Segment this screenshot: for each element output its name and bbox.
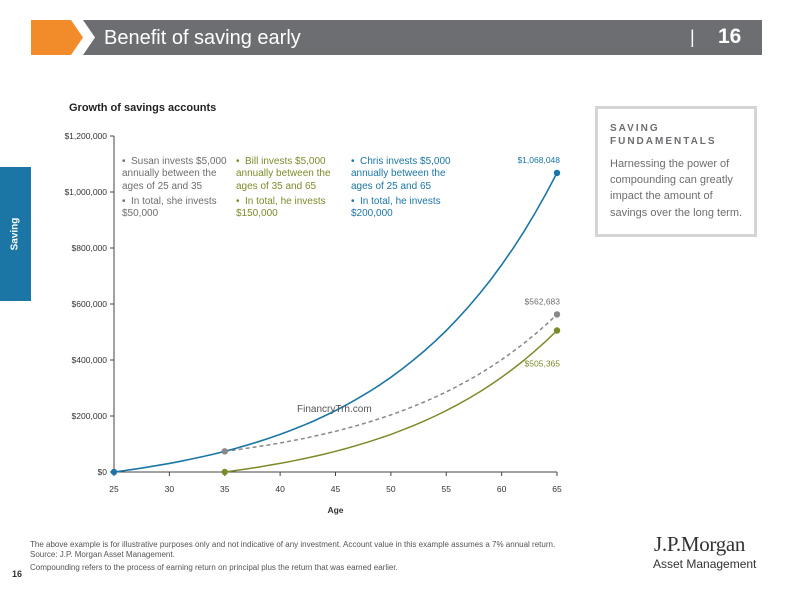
page-title: Benefit of saving early: [104, 27, 301, 49]
header-accent: [31, 20, 83, 55]
data-label-susan: $562,683: [525, 296, 561, 306]
jpmorgan-logo: J.P.Morgan: [654, 532, 746, 556]
note-susan: • Susan invests $5,000 annually between t…: [122, 156, 227, 220]
note-chris-line2: In total, he invests $200,000: [351, 195, 441, 220]
note-bill-line1: Bill invests $5,000 annually between the…: [236, 156, 331, 192]
y-tick-label: $0: [98, 467, 108, 477]
saving-fundamentals-box: SAVING FUNDAMENTALS Harnessing the power…: [595, 106, 757, 237]
chart-title: Growth of savings accounts: [69, 102, 217, 114]
series-point-susan-mid: [221, 448, 228, 455]
note-susan-line2: In total, she invests $50,000: [122, 195, 217, 220]
sidebox-text: Harnessing the power of compounding can …: [610, 158, 743, 219]
series-point-chris-start: [110, 468, 118, 476]
footer-page-number: 16: [12, 569, 23, 579]
sidebox-title: SAVING FUNDAMENTALS: [610, 123, 717, 147]
y-tick-label: $600,000: [72, 299, 108, 309]
y-tick-label: $400,000: [72, 355, 108, 365]
y-tick-label: $800,000: [72, 243, 108, 253]
note-bill: • Bill invests $5,000 annually between th…: [236, 156, 331, 220]
note-chris-line1: Chris invests $5,000 annually between th…: [351, 156, 451, 192]
series-point-chris-end: [553, 169, 561, 177]
header-page-number: 16: [718, 25, 742, 48]
data-label-bill: $505,365: [525, 358, 561, 368]
x-tick-label: 50: [386, 484, 396, 494]
data-label-chris: $1,068,048: [517, 155, 560, 165]
section-tab[interactable]: [0, 167, 31, 301]
footnote-compounding: Compounding refers to the process of ear…: [30, 563, 398, 572]
y-tick-label: $1,000,000: [64, 187, 107, 197]
footnote-source: Source: J.P. Morgan Asset Management.: [30, 550, 175, 559]
series-point-bill-end: [553, 327, 561, 334]
jpmorgan-logo-subtitle: Asset Management: [653, 557, 757, 571]
x-tick-label: 40: [275, 484, 285, 494]
x-tick-label: 25: [109, 484, 119, 494]
header-bar: [83, 20, 762, 55]
x-tick-label: 45: [331, 484, 341, 494]
note-susan-line1: Susan invests $5,000 annually between th…: [122, 156, 227, 192]
series-line-susan: [224, 313, 558, 453]
series-line-chris: [113, 172, 558, 473]
series-point-susan-end: [553, 311, 561, 318]
watermark: FinancryTrh.com: [297, 404, 372, 415]
series-point-bill-start: [221, 468, 228, 476]
y-tick-label: $1,200,000: [64, 131, 107, 141]
x-axis-label: Age: [327, 505, 343, 515]
x-tick-label: 60: [497, 484, 507, 494]
footnote-disclaimer: The above example is for illustrative pu…: [30, 540, 556, 549]
note-chris: • Chris invests $5,000 annually between t…: [351, 156, 451, 220]
y-tick-label: $200,000: [72, 411, 108, 421]
x-tick-label: 30: [165, 484, 175, 494]
series-line-bill: [224, 329, 558, 473]
x-tick-label: 35: [220, 484, 230, 494]
note-bill-line2: In total, he invests $150,000: [236, 195, 326, 220]
header-separator: |: [690, 27, 695, 47]
x-tick-label: 55: [442, 484, 452, 494]
x-tick-label: 65: [552, 484, 562, 494]
